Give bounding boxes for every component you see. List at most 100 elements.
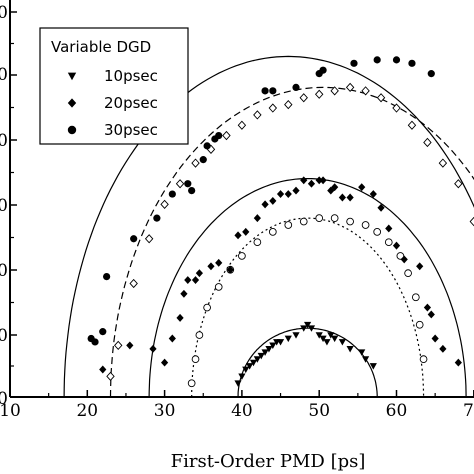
y-tick-label: 0 <box>0 3 8 23</box>
reference-point <box>376 93 386 103</box>
point-10psec <box>361 356 370 363</box>
point-30psec <box>130 235 138 243</box>
y-tick-label: 0 <box>0 326 8 346</box>
point-20psec <box>161 358 169 367</box>
point-10psec <box>269 342 277 349</box>
point-30psec <box>215 131 223 140</box>
point-30psec <box>269 87 277 95</box>
reference-point <box>438 158 448 168</box>
point-10psec <box>358 349 366 356</box>
reference-point <box>187 379 196 388</box>
point-10psec <box>338 339 346 346</box>
x-tick-label: 40 <box>231 401 253 421</box>
point-30psec <box>319 66 327 74</box>
point-10psec <box>323 339 331 346</box>
point-20psec <box>126 341 134 350</box>
point-20psec <box>176 313 184 322</box>
point-30psec <box>373 56 381 64</box>
point-20psec <box>346 193 354 202</box>
point-10psec <box>284 335 292 343</box>
point-30psec <box>292 83 300 91</box>
point-10psec <box>238 373 246 380</box>
point-20psec <box>423 303 432 312</box>
point-30psec <box>103 273 111 281</box>
point-20psec <box>253 214 261 223</box>
legend-label-20psec: 20psec <box>104 94 158 112</box>
reference-point <box>175 179 185 189</box>
reference-point <box>106 371 115 381</box>
reference-point <box>407 120 417 130</box>
reference-point <box>419 355 428 364</box>
reference-point <box>345 82 355 93</box>
reference-point <box>404 269 412 278</box>
point-20psec <box>242 227 250 236</box>
reference-point <box>160 199 169 209</box>
point-30psec <box>350 59 358 67</box>
point-10psec <box>346 345 354 353</box>
x-tick-label: 30 <box>154 401 176 421</box>
reference-point <box>346 217 354 226</box>
point-20psec <box>327 186 335 195</box>
reference-point <box>222 130 231 141</box>
point-20psec <box>215 258 223 267</box>
legend-label-10psec: 10psec <box>104 67 158 85</box>
reference-point <box>361 86 370 96</box>
reference-point <box>454 179 463 189</box>
reference-point <box>253 238 262 247</box>
reference-point <box>268 103 278 113</box>
point-30psec <box>153 214 161 222</box>
point-20psec <box>269 196 277 205</box>
point-20psec <box>369 190 377 198</box>
point-20psec <box>307 179 316 188</box>
point-20psec <box>431 334 439 343</box>
point-10psec <box>331 335 339 343</box>
x-axis-label: First-Order PMD [ps] <box>171 451 366 472</box>
fit-curve-10psec <box>237 327 378 398</box>
x-tick-label: 60 <box>386 401 408 421</box>
point-20psec <box>300 176 308 185</box>
point-20psec <box>427 310 435 319</box>
reference-point <box>203 303 211 312</box>
point-20psec <box>207 262 215 271</box>
reference-point <box>415 320 424 329</box>
reference-point <box>423 137 432 148</box>
reference-point <box>384 238 393 247</box>
point-10psec <box>304 321 312 329</box>
x-tick-label: 50 <box>308 401 330 421</box>
reference-point <box>268 228 277 236</box>
point-20psec <box>439 344 447 353</box>
legend-marker-10psec <box>67 72 77 81</box>
point-20psec <box>168 334 176 343</box>
y-tick-label: 0 <box>0 131 8 151</box>
legend-label-30psec: 30psec <box>104 121 158 139</box>
point-20psec <box>400 255 408 264</box>
reference-point <box>129 278 138 289</box>
x-tick-label: 70 <box>463 401 474 421</box>
point-20psec <box>149 344 157 353</box>
point-30psec <box>91 338 99 346</box>
point-10psec <box>327 332 335 339</box>
point-10psec <box>234 380 242 387</box>
reference-point <box>314 89 324 99</box>
point-20psec <box>195 269 203 278</box>
reference-point <box>411 293 420 302</box>
y-tick-label: 0 <box>0 389 8 409</box>
reference-point <box>191 355 200 364</box>
point-20psec <box>454 358 462 367</box>
point-30psec <box>261 87 269 95</box>
reference-point <box>315 214 324 222</box>
point-20psec <box>319 176 327 185</box>
y-tick-label: 0 <box>0 65 8 85</box>
reference-point <box>253 110 262 120</box>
reference-point <box>237 120 247 130</box>
point-30psec <box>188 187 196 195</box>
point-20psec <box>377 203 385 212</box>
point-10psec <box>242 366 250 374</box>
tick-labels: 10 20 30 40 50 60 70 0 0 0 0 0 0 0 <box>0 3 474 421</box>
point-10psec <box>292 332 300 339</box>
x-tick-label: 20 <box>76 401 98 421</box>
data-points <box>87 56 474 388</box>
point-20psec <box>180 289 188 298</box>
point-20psec <box>99 365 107 374</box>
